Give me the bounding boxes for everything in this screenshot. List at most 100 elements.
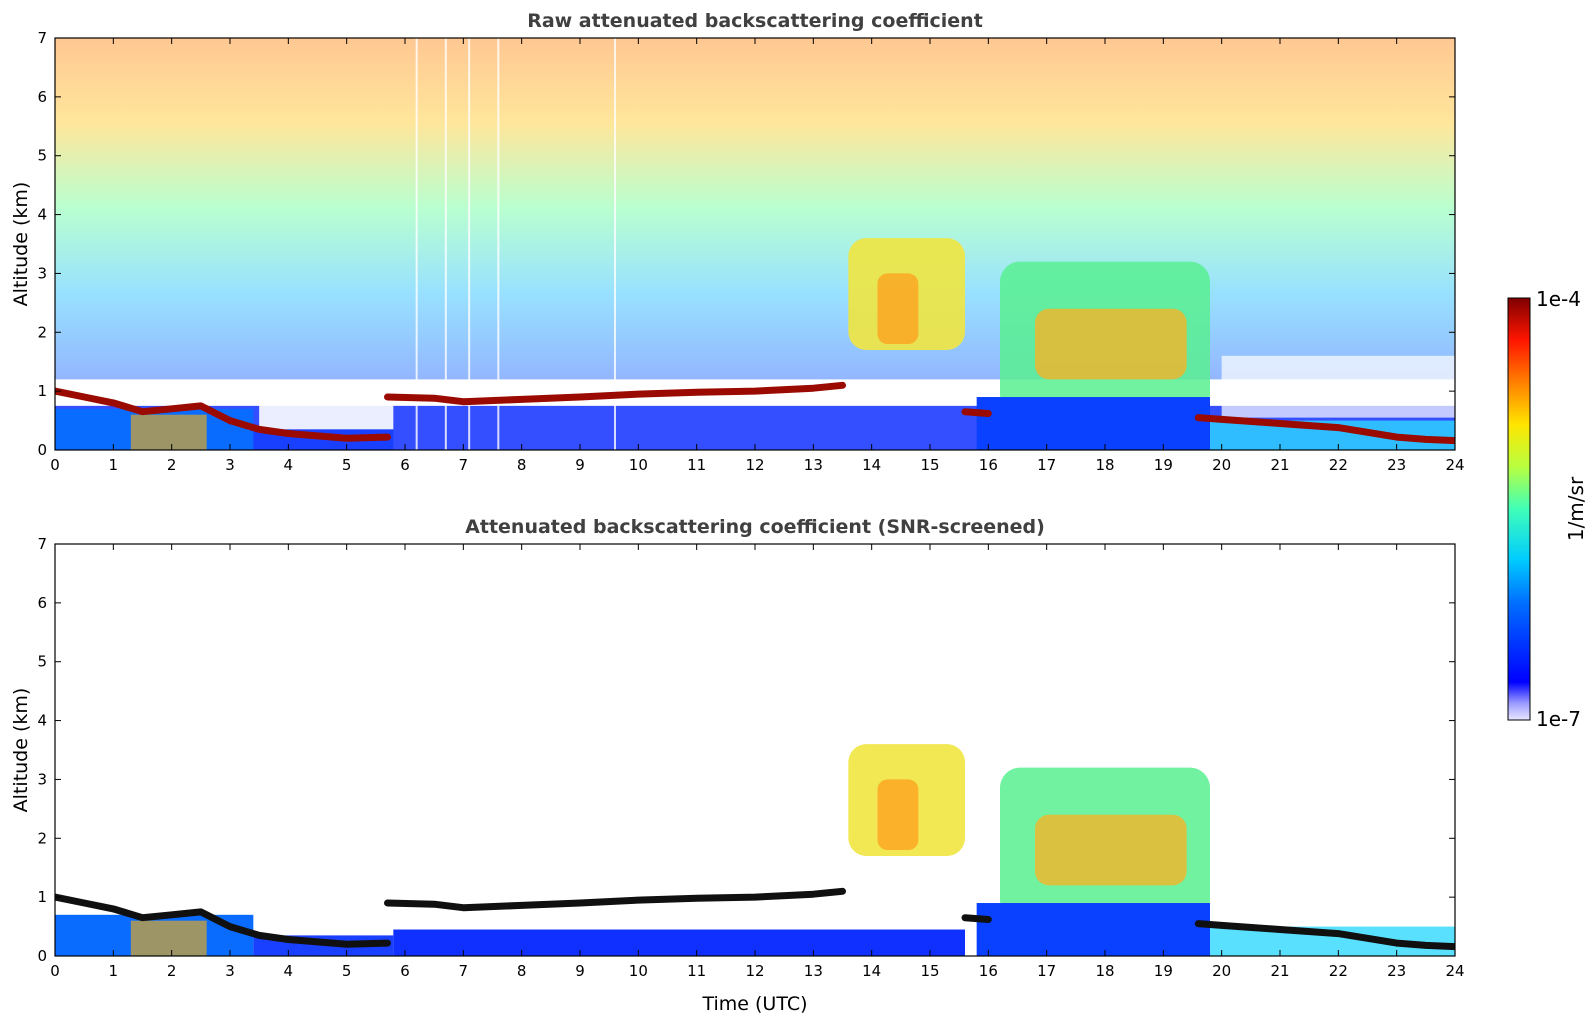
y-tick-label: 1: [37, 382, 47, 400]
x-tick-label: 6: [400, 456, 410, 474]
panel1-title: Raw attenuated backscattering coefficien…: [527, 10, 983, 32]
x-tick-label: 17: [1037, 456, 1056, 474]
x-tick-label: 5: [342, 962, 352, 980]
colorbar-min-label: 1e-7: [1536, 707, 1581, 731]
x-tick-label: 11: [687, 962, 706, 980]
x-tick-label: 8: [517, 456, 527, 474]
convective-cloud-core: [1035, 814, 1187, 886]
panel1-ylabel: Altitude (km): [10, 182, 32, 307]
strong-layer-line: [384, 887, 846, 912]
panel-raw: Raw attenuated backscattering coefficien…: [10, 10, 1465, 474]
x-tick-label: 2: [167, 456, 177, 474]
x-tick-label: 12: [745, 962, 764, 980]
mid-level-cloud-core: [877, 273, 919, 345]
x-tick-label: 1: [109, 962, 119, 980]
x-tick-label: 7: [459, 962, 469, 980]
strong-layer-line: [55, 893, 391, 948]
y-tick-label: 2: [37, 323, 47, 341]
x-tick-label: 21: [1270, 456, 1289, 474]
x-tick-label: 23: [1387, 456, 1406, 474]
x-tick-label: 2: [167, 962, 177, 980]
x-tick-label: 13: [804, 456, 823, 474]
x-tick-label: 8: [517, 962, 527, 980]
x-tick-label: 10: [629, 456, 648, 474]
x-tick-label: 23: [1387, 962, 1406, 980]
convective-cloud-core: [1035, 308, 1187, 380]
near-surface-aerosol: [393, 929, 965, 956]
clear-gap: [1221, 355, 1455, 418]
precipitation-region: [976, 397, 1210, 450]
y-tick-label: 1: [37, 888, 47, 906]
x-tick-label: 17: [1037, 962, 1056, 980]
x-tick-label: 3: [225, 456, 235, 474]
x-tick-label: 1: [109, 456, 119, 474]
x-tick-label: 21: [1270, 962, 1289, 980]
x-tick-label: 16: [979, 456, 998, 474]
y-tick-label: 3: [37, 770, 47, 788]
x-tick-label: 6: [400, 962, 410, 980]
x-tick-label: 0: [50, 456, 60, 474]
colorbar-max-label: 1e-4: [1536, 287, 1581, 311]
y-tick-label: 5: [37, 653, 47, 671]
y-tick-label: 3: [37, 264, 47, 282]
panel-screened: Attenuated backscattering coefficient (S…: [10, 516, 1465, 1015]
y-tick-label: 0: [37, 947, 47, 965]
y-tick-label: 6: [37, 594, 47, 612]
x-tick-label: 20: [1212, 962, 1231, 980]
strong-layer-line: [1194, 920, 1455, 951]
strong-layer-line: [961, 914, 992, 923]
y-tick-label: 5: [37, 147, 47, 165]
strong-layer-line: [384, 381, 846, 406]
panel2-axes: 0 1 2 3 4 5 6 7 8 9 10 11 12 13 14 15 16 17 18 19 20 21 22 23 24…: [37, 535, 1464, 980]
y-tick-label: 0: [37, 441, 47, 459]
aerosol-core: [130, 414, 207, 450]
panel2-background: [55, 544, 1455, 956]
panel1-features: [55, 238, 1455, 450]
x-tick-label: 19: [1154, 962, 1173, 980]
x-tick-label: 4: [284, 962, 294, 980]
panel2-plot-area: [55, 544, 1455, 956]
x-tick-label: 9: [575, 456, 585, 474]
strong-layer-line: [55, 387, 391, 442]
y-tick-label: 7: [37, 29, 47, 47]
colorbar-unit-label: 1/m/sr: [1564, 476, 1588, 541]
strong-layer-line: [1194, 414, 1455, 445]
x-tick-label: 18: [1095, 456, 1114, 474]
noise-gradient: [55, 38, 1455, 380]
x-tick-label: 24: [1445, 962, 1464, 980]
x-tick-label: 11: [687, 456, 706, 474]
panel2-title: Attenuated backscattering coefficient (S…: [465, 516, 1045, 538]
x-tick-label: 14: [862, 456, 881, 474]
y-tick-label: 4: [37, 712, 47, 730]
x-tick-label: 3: [225, 962, 235, 980]
colorbar: 1e-4 1e-7 1/m/sr: [1507, 287, 1588, 731]
panel1-plot-area: [55, 38, 1455, 450]
x-tick-label: 10: [629, 962, 648, 980]
panel2-ylabel: Altitude (km): [10, 688, 32, 813]
x-tick-label: 13: [804, 962, 823, 980]
x-tick-label: 19: [1154, 456, 1173, 474]
x-tick-label: 16: [979, 962, 998, 980]
x-tick-label: 20: [1212, 456, 1231, 474]
aerosol-core: [130, 920, 207, 956]
x-tick-label: 22: [1329, 456, 1348, 474]
y-tick-label: 7: [37, 535, 47, 553]
x-tick-label: 9: [575, 962, 585, 980]
panel1-axes: 0 1 2 3 4 5 6 7 8 9 10 11 12 13 14 15 16 17 18 19 20 21 22 23 24…: [37, 29, 1464, 474]
x-tick-label: 22: [1329, 962, 1348, 980]
y-tick-label: 2: [37, 829, 47, 847]
x-tick-label: 12: [745, 456, 764, 474]
precipitation-region: [976, 903, 1210, 956]
x-tick-label: 4: [284, 456, 294, 474]
x-tick-label: 15: [920, 456, 939, 474]
clear-gap: [259, 385, 394, 430]
x-tick-label: 15: [920, 962, 939, 980]
x-tick-label: 24: [1445, 456, 1464, 474]
panel1-noise-field: [55, 38, 1455, 450]
x-tick-label: 5: [342, 456, 352, 474]
colorbar-gradient: [1507, 297, 1531, 721]
x-tick-label: 18: [1095, 962, 1114, 980]
x-tick-label: 14: [862, 962, 881, 980]
panel2-features: [55, 744, 1455, 956]
